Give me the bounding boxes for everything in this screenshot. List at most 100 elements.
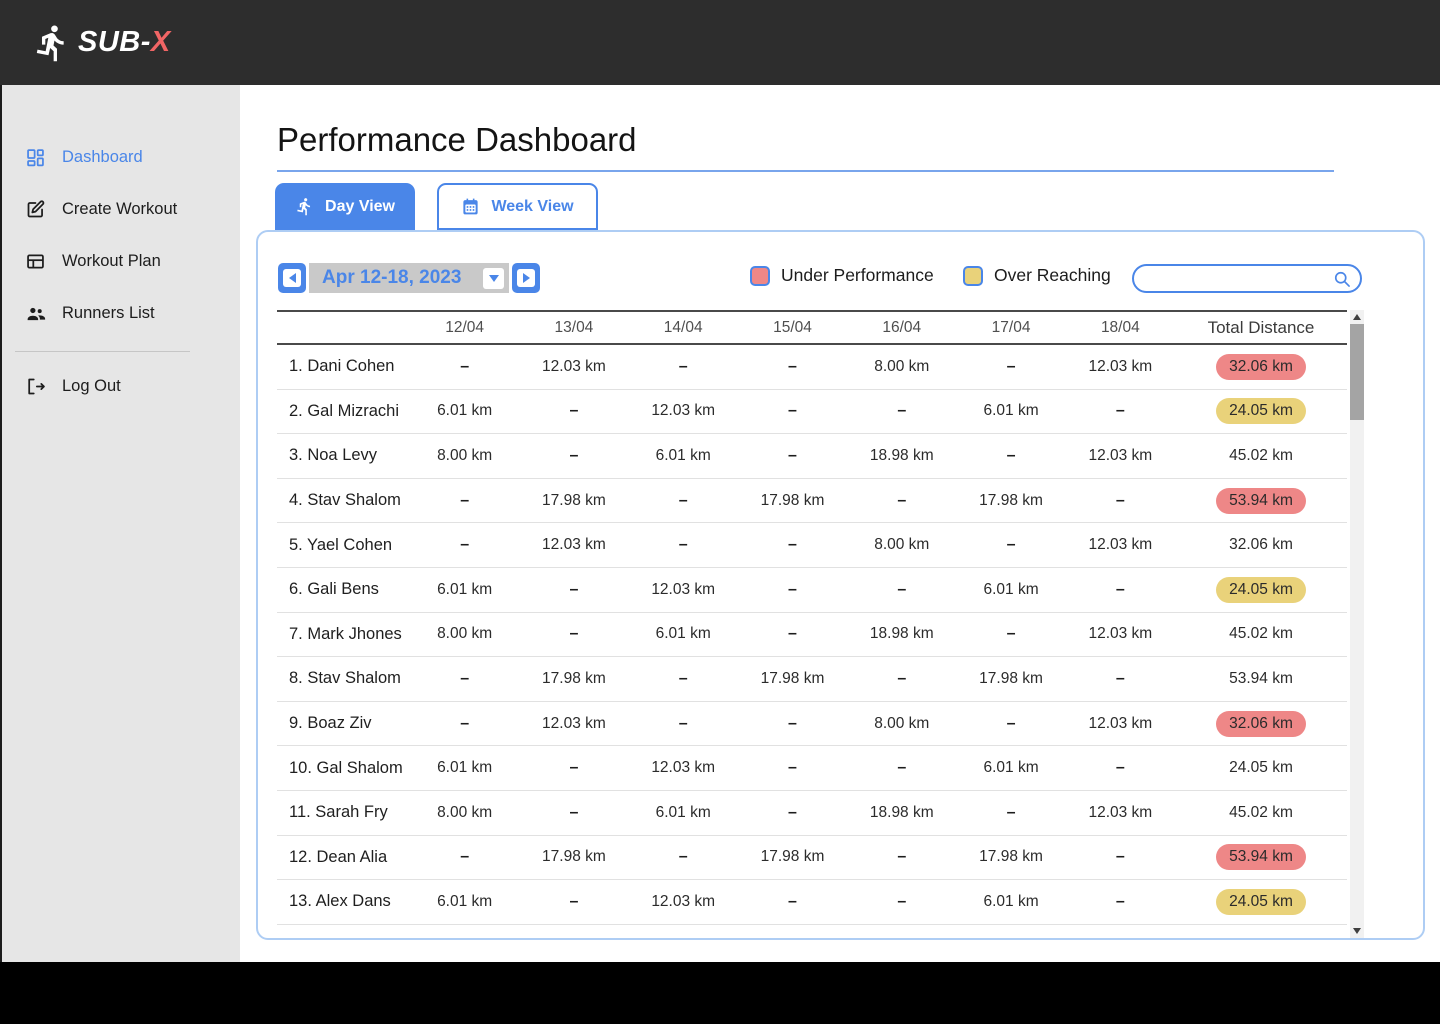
distance-cell: 8.00 km <box>874 536 930 554</box>
distance-cell: 8.00 km <box>874 357 930 375</box>
date-column-header: 15/04 <box>773 318 812 336</box>
sidebar-item-runners-list[interactable]: Runners List <box>0 287 240 339</box>
scroll-down-arrow-icon[interactable] <box>1353 928 1361 934</box>
total-column-header: Total Distance <box>1207 317 1315 337</box>
date-column-header: 17/04 <box>991 318 1031 336</box>
total-distance-value: 53.94 km <box>1216 844 1306 871</box>
distance-cell: – <box>1006 714 1016 732</box>
legend-label: Over Reaching <box>994 265 1111 285</box>
distance-cell: – <box>678 714 688 732</box>
distance-cell: 8.00 km <box>874 714 930 732</box>
scroll-up-arrow-icon[interactable] <box>1353 314 1361 320</box>
distance-cell: 12.03 km <box>1088 536 1153 554</box>
distance-cell: – <box>897 759 907 777</box>
distance-cell: – <box>788 892 797 910</box>
runner-name: 5. Yael Cohen <box>289 535 393 554</box>
runner-name: 9. Boaz Ziv <box>289 714 372 733</box>
distance-cell: – <box>1115 580 1125 598</box>
distance-cell: – <box>1115 402 1125 420</box>
distance-cell: 12.03 km <box>651 759 716 777</box>
distance-cell: 12.03 km <box>651 580 716 598</box>
sidebar-item-create-workout[interactable]: Create Workout <box>0 183 240 235</box>
sidebar-item-label: Create Workout <box>62 199 178 218</box>
distance-cell: – <box>569 892 579 910</box>
total-distance-cell: 53.94 km <box>1175 844 1347 871</box>
left-arrow-icon <box>283 269 301 287</box>
distance-cell: 12.03 km <box>651 892 716 910</box>
distance-cell: 18.98 km <box>869 625 934 643</box>
distance-cell: 12.03 km <box>651 402 716 420</box>
total-distance-value: 53.94 km <box>1229 669 1293 687</box>
distance-cell: 6.01 km <box>983 892 1039 910</box>
distance-cell: – <box>788 625 797 643</box>
search-icon[interactable] <box>1332 269 1352 289</box>
distance-cell: – <box>788 714 797 732</box>
sidebar-item-logout[interactable]: Log Out <box>0 360 240 412</box>
distance-cell: – <box>1115 669 1125 687</box>
search-box <box>1132 264 1362 293</box>
sidebar-nav: Dashboard Create Workout Workout Plan Runne… <box>0 85 240 339</box>
distance-cell: – <box>678 848 688 866</box>
total-distance-cell: 32.06 km <box>1175 353 1347 380</box>
distance-cell: 18.98 km <box>869 446 934 464</box>
date-dropdown-button[interactable] <box>483 267 504 289</box>
runner-name: 10. Gal Shalom <box>289 758 403 777</box>
distance-cell: 12.03 km <box>1088 357 1153 375</box>
distance-cell: 6.01 km <box>437 892 493 910</box>
table-row: 4. Stav Shalom – 17.98 km – 17.98 km – 17.98 k… <box>277 479 1347 524</box>
distance-cell: – <box>1115 892 1125 910</box>
runner-name: 3. Noa Levy <box>289 446 378 465</box>
sidebar-item-dashboard[interactable]: Dashboard <box>0 131 240 183</box>
right-arrow-icon <box>517 269 535 287</box>
previous-week-button[interactable] <box>278 263 306 293</box>
distance-cell: 6.01 km <box>655 803 711 821</box>
total-distance-cell: 45.02 km <box>1175 443 1347 469</box>
bottom-bar <box>0 962 1440 1024</box>
total-distance-value: 24.05 km <box>1216 576 1306 603</box>
brand-prefix: SUB- <box>78 26 151 58</box>
scrollbar-thumb[interactable] <box>1350 324 1364 420</box>
distance-cell: 6.01 km <box>655 446 711 464</box>
distance-cell: 6.01 km <box>655 625 711 643</box>
table-scrollbar[interactable] <box>1350 310 1364 938</box>
sidebar-item-workout-plan[interactable]: Workout Plan <box>0 235 240 287</box>
runner-name: 11. Sarah Fry <box>289 803 388 822</box>
sidebar-item-label: Log Out <box>62 376 121 395</box>
distance-cell: – <box>897 892 907 910</box>
distance-cell: – <box>569 803 579 821</box>
tab-week-view[interactable]: Week View <box>437 183 598 230</box>
table-row: 11. Sarah Fry 8.00 km – 6.01 km – 18.98 km – 12… <box>277 791 1347 836</box>
distance-cell: 6.01 km <box>437 580 493 598</box>
date-column-header: 13/04 <box>554 318 594 336</box>
total-distance-value: 53.94 km <box>1216 487 1306 514</box>
distance-cell: – <box>569 446 579 464</box>
distance-cell: 12.03 km <box>1088 803 1153 821</box>
sidebar-item-label: Runners List <box>62 303 155 322</box>
distance-cell: 12.03 km <box>542 536 606 554</box>
distance-cell: – <box>1115 491 1125 509</box>
total-distance-cell: 24.05 km <box>1175 398 1347 425</box>
total-distance-cell: 45.02 km <box>1175 800 1347 826</box>
legend-label: Under Performance <box>781 265 934 285</box>
tab-day-view[interactable]: Day View <box>275 183 415 230</box>
dashboard-grid-icon <box>25 147 46 168</box>
runners-list-icon <box>25 303 46 324</box>
runner-name: 8. Stav Shalom <box>289 669 401 688</box>
legend-over-reaching: Over Reaching <box>963 265 1111 286</box>
search-input[interactable] <box>1147 269 1332 288</box>
next-week-button[interactable] <box>512 263 540 293</box>
distance-cell: – <box>460 536 470 554</box>
table-header-row: 12/04 13/04 14/04 15/04 16/04 17/04 18/04 Total… <box>277 310 1347 345</box>
table-row: 8. Stav Shalom – 17.98 km – 17.98 km – 17.98 k… <box>277 657 1347 702</box>
distance-cell: – <box>460 491 470 509</box>
distance-cell: – <box>788 759 797 777</box>
create-workout-icon <box>25 199 46 220</box>
tab-label: Day View <box>325 197 395 215</box>
distance-cell: – <box>569 580 579 598</box>
sidebar-item-label: Dashboard <box>62 147 143 166</box>
sidebar-divider <box>15 351 190 352</box>
distance-cell: 12.03 km <box>1088 625 1153 643</box>
app-logo: SUB-X <box>32 23 171 63</box>
distance-cell: 8.00 km <box>437 446 493 464</box>
distance-cell: – <box>897 580 907 598</box>
